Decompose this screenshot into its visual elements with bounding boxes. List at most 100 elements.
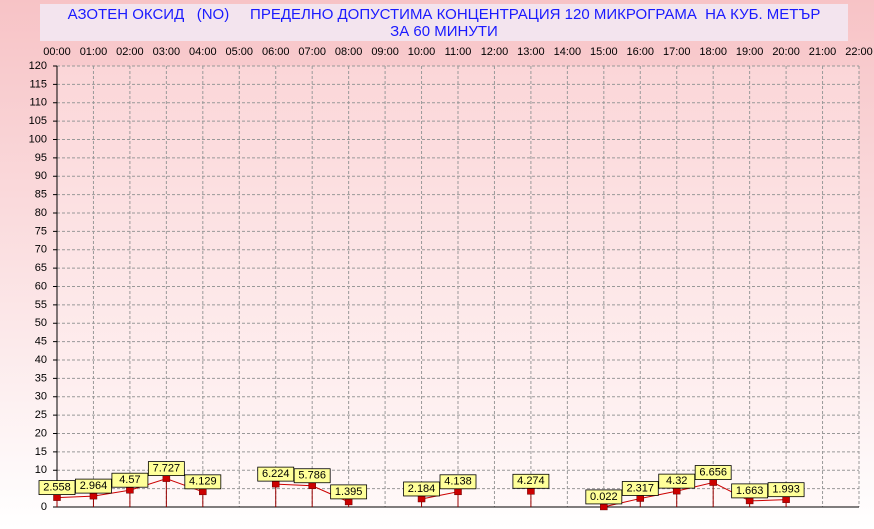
x-tick-label: 10:00 bbox=[408, 46, 436, 58]
value-label: 1.663 bbox=[736, 485, 764, 497]
value-label-box bbox=[38, 480, 76, 495]
x-tick-label: 14:00 bbox=[554, 46, 582, 58]
y-tick-label: 80 bbox=[35, 207, 47, 219]
y-tick-label: 30 bbox=[35, 391, 47, 403]
x-tick-label: 21:00 bbox=[809, 46, 837, 58]
value-label-box bbox=[767, 482, 805, 498]
y-tick-label: 60 bbox=[35, 280, 47, 292]
marker bbox=[199, 488, 207, 496]
y-tick-label: 75 bbox=[35, 225, 47, 237]
y-tick-label: 115 bbox=[29, 78, 47, 90]
marker bbox=[745, 497, 754, 505]
marker bbox=[527, 488, 535, 495]
y-tick-label: 95 bbox=[35, 152, 47, 164]
x-tick-label: 13:00 bbox=[517, 46, 545, 58]
value-label-box bbox=[257, 466, 295, 482]
x-tick-label: 08:00 bbox=[335, 46, 363, 58]
y-tick-label: 10 bbox=[35, 464, 47, 476]
marker bbox=[454, 488, 462, 496]
value-label-box bbox=[731, 483, 769, 499]
y-tick-label: 50 bbox=[35, 317, 47, 329]
chart-subtitle: ЗА 60 МИНУТИ bbox=[390, 23, 498, 40]
value-label: 5.786 bbox=[298, 470, 326, 482]
y-tick-label: 25 bbox=[35, 409, 47, 421]
marker bbox=[709, 479, 717, 486]
y-tick-label: 105 bbox=[29, 115, 47, 127]
x-tick-label: 05:00 bbox=[226, 46, 254, 58]
marker bbox=[636, 495, 645, 502]
x-tick-label: 22:00 bbox=[845, 46, 873, 58]
y-tick-label: 45 bbox=[35, 336, 47, 348]
x-tick-label: 00:00 bbox=[43, 46, 71, 58]
value-label-box bbox=[111, 472, 149, 488]
x-tick-label: 06:00 bbox=[262, 46, 290, 58]
y-tick-label: 70 bbox=[35, 244, 47, 256]
value-label: 4.129 bbox=[189, 476, 217, 488]
value-label-box bbox=[512, 473, 550, 489]
y-tick-label: 100 bbox=[29, 133, 47, 145]
x-tick-label: 20:00 bbox=[772, 46, 800, 58]
x-tick-label: 16:00 bbox=[627, 46, 655, 58]
marker bbox=[162, 475, 171, 482]
value-label: 6.656 bbox=[699, 466, 727, 478]
y-tick-label: 0 bbox=[41, 501, 47, 513]
y-tick-label: 40 bbox=[35, 354, 47, 366]
value-label-box bbox=[293, 468, 331, 484]
value-label-box bbox=[403, 481, 440, 497]
y-tick-label: 55 bbox=[35, 299, 47, 311]
value-label: 2.317 bbox=[627, 482, 655, 494]
x-tick-label: 03:00 bbox=[153, 46, 181, 58]
value-label: 4.57 bbox=[119, 474, 140, 486]
x-tick-label: 04:00 bbox=[189, 46, 217, 58]
value-label: 1.395 bbox=[335, 486, 363, 498]
value-label-box bbox=[184, 474, 222, 490]
value-label: 0.022 bbox=[590, 491, 618, 503]
x-tick-label: 02:00 bbox=[116, 46, 144, 58]
x-tick-label: 09:00 bbox=[371, 46, 399, 58]
marker bbox=[782, 496, 790, 503]
x-tick-label: 01:00 bbox=[80, 46, 108, 58]
marker bbox=[271, 480, 280, 488]
value-label: 2.558 bbox=[43, 482, 71, 494]
value-label-box bbox=[585, 489, 623, 505]
value-label: 4.138 bbox=[444, 476, 472, 488]
marker bbox=[600, 503, 608, 511]
y-tick-label: 85 bbox=[35, 189, 47, 201]
value-label-box bbox=[439, 474, 477, 490]
value-label: 4.274 bbox=[517, 475, 545, 487]
y-tick-label: 65 bbox=[35, 262, 47, 274]
x-tick-label: 17:00 bbox=[663, 46, 691, 58]
x-tick-label: 11:00 bbox=[445, 46, 472, 58]
marker bbox=[53, 494, 61, 501]
y-tick-label: 15 bbox=[35, 446, 47, 458]
title-box bbox=[40, 4, 848, 41]
y-tick-label: 120 bbox=[29, 60, 47, 72]
x-tick-label: 15:00 bbox=[590, 46, 618, 58]
x-tick-label: 12:00 bbox=[481, 46, 509, 58]
x-tick-label: 18:00 bbox=[699, 46, 727, 58]
value-label-box bbox=[694, 465, 732, 480]
value-label: 2.184 bbox=[408, 483, 436, 495]
value-label-box bbox=[75, 478, 112, 494]
chart-title: АЗОТЕН ОКСИД (NO) ПРЕДЕЛНО ДОПУСТИМА КОН… bbox=[68, 6, 821, 23]
marker bbox=[126, 486, 134, 494]
y-tick-label: 110 bbox=[29, 97, 47, 109]
value-label-box bbox=[658, 473, 696, 489]
value-label: 4.32 bbox=[666, 475, 687, 487]
value-label: 7.727 bbox=[153, 463, 181, 475]
value-label-box bbox=[330, 484, 368, 500]
value-label: 2.964 bbox=[80, 480, 108, 492]
y-tick-label: 35 bbox=[35, 372, 47, 384]
marker bbox=[672, 487, 681, 495]
value-label: 6.224 bbox=[262, 468, 290, 480]
x-tick-label: 07:00 bbox=[298, 46, 326, 58]
marker bbox=[344, 498, 353, 506]
value-label-box bbox=[621, 481, 659, 496]
value-label-box bbox=[147, 461, 185, 477]
marker bbox=[308, 482, 316, 489]
value-label: 1.993 bbox=[772, 484, 800, 496]
marker bbox=[89, 492, 98, 500]
y-tick-label: 90 bbox=[35, 170, 47, 182]
x-tick-label: 19:00 bbox=[736, 46, 764, 58]
